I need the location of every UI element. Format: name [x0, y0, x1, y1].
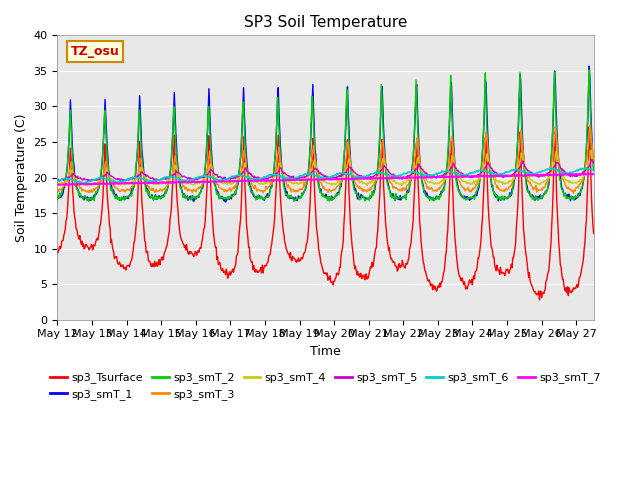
Line: sp3_smT_6: sp3_smT_6 [58, 168, 593, 183]
sp3_smT_3 [282, 178, 290, 184]
sp3_smT_2 [303, 179, 311, 184]
sp3_smT_6 [54, 179, 61, 184]
sp3_smT_5 [303, 173, 311, 179]
sp3_smT_1 [56, 195, 63, 201]
sp3_Tsurface [129, 252, 136, 258]
sp3_smT_2 [282, 192, 290, 198]
sp3_smT_7 [451, 174, 459, 180]
sp3_smT_7 [282, 177, 290, 183]
sp3_smT_6 [582, 165, 589, 171]
sp3_smT_7 [581, 171, 589, 177]
sp3_smT_1 [452, 169, 460, 175]
sp3_smT_4 [83, 183, 91, 189]
Y-axis label: Soil Temperature (C): Soil Temperature (C) [15, 113, 28, 242]
sp3_smT_5 [439, 172, 447, 178]
sp3_smT_2 [439, 186, 447, 192]
sp3_smT_3 [451, 162, 459, 168]
sp3_smT_3 [589, 157, 597, 163]
sp3_smT_3 [586, 122, 594, 128]
sp3_smT_6 [78, 180, 86, 186]
Text: TZ_osu: TZ_osu [71, 45, 120, 58]
sp3_smT_2 [589, 167, 597, 172]
sp3_smT_6 [56, 177, 63, 183]
sp3_smT_4 [283, 178, 291, 183]
sp3_smT_6 [283, 176, 291, 181]
sp3_Tsurface [589, 230, 597, 236]
Line: sp3_smT_1: sp3_smT_1 [58, 66, 593, 202]
sp3_smT_5 [54, 177, 61, 183]
sp3_smT_7 [54, 182, 61, 188]
sp3_smT_1 [54, 194, 61, 200]
X-axis label: Time: Time [310, 345, 341, 358]
sp3_smT_7 [303, 177, 310, 182]
sp3_smT_4 [439, 177, 447, 182]
Line: sp3_smT_4: sp3_smT_4 [58, 150, 593, 186]
sp3_Tsurface [536, 297, 543, 303]
sp3_smT_7 [56, 182, 63, 188]
sp3_smT_1 [221, 199, 229, 205]
sp3_Tsurface [303, 241, 310, 247]
sp3_Tsurface [282, 246, 290, 252]
sp3_Tsurface [438, 279, 446, 285]
sp3_smT_5 [588, 156, 596, 162]
sp3_smT_4 [303, 177, 311, 183]
Line: sp3_Tsurface: sp3_Tsurface [58, 127, 593, 300]
sp3_smT_7 [129, 180, 136, 186]
sp3_smT_5 [55, 178, 63, 184]
sp3_smT_6 [439, 168, 447, 174]
sp3_smT_4 [452, 168, 460, 173]
sp3_smT_4 [56, 180, 63, 186]
sp3_smT_3 [129, 183, 136, 189]
sp3_smT_6 [129, 175, 137, 180]
sp3_smT_1 [439, 189, 447, 194]
sp3_smT_6 [589, 168, 597, 173]
sp3_smT_2 [54, 197, 61, 203]
Legend: sp3_Tsurface, sp3_smT_1, sp3_smT_2, sp3_smT_3, sp3_smT_4, sp3_smT_5, sp3_smT_6, : sp3_Tsurface, sp3_smT_1, sp3_smT_2, sp3_… [46, 368, 605, 404]
sp3_smT_1 [129, 189, 136, 194]
sp3_smT_7 [589, 171, 597, 177]
sp3_smT_2 [56, 190, 63, 196]
sp3_smT_3 [570, 191, 577, 196]
sp3_smT_1 [283, 189, 291, 194]
sp3_smT_2 [129, 187, 136, 192]
sp3_Tsurface [586, 124, 593, 130]
sp3_smT_2 [586, 67, 593, 72]
Line: sp3_smT_7: sp3_smT_7 [58, 174, 593, 185]
sp3_smT_4 [587, 147, 595, 153]
sp3_Tsurface [451, 236, 459, 242]
sp3_smT_7 [438, 174, 446, 180]
sp3_smT_4 [589, 162, 597, 168]
sp3_smT_4 [129, 178, 137, 184]
Line: sp3_smT_5: sp3_smT_5 [58, 159, 593, 181]
sp3_smT_5 [56, 178, 64, 183]
sp3_smT_5 [129, 175, 137, 180]
sp3_smT_3 [303, 178, 310, 184]
sp3_Tsurface [54, 249, 61, 255]
sp3_smT_6 [452, 171, 460, 177]
sp3_smT_3 [438, 182, 446, 188]
sp3_smT_5 [283, 172, 291, 178]
sp3_smT_1 [589, 165, 597, 170]
sp3_smT_1 [303, 179, 311, 185]
sp3_smT_2 [291, 199, 298, 204]
sp3_smT_4 [54, 180, 61, 186]
sp3_smT_3 [54, 190, 61, 195]
sp3_smT_6 [303, 171, 311, 177]
sp3_smT_1 [586, 63, 593, 69]
Line: sp3_smT_2: sp3_smT_2 [58, 70, 593, 202]
Title: SP3 Soil Temperature: SP3 Soil Temperature [244, 15, 407, 30]
sp3_smT_3 [56, 186, 63, 192]
sp3_smT_5 [452, 166, 460, 171]
sp3_smT_2 [452, 175, 460, 181]
sp3_smT_5 [589, 160, 597, 166]
sp3_Tsurface [56, 244, 63, 250]
Line: sp3_smT_3: sp3_smT_3 [58, 125, 593, 193]
